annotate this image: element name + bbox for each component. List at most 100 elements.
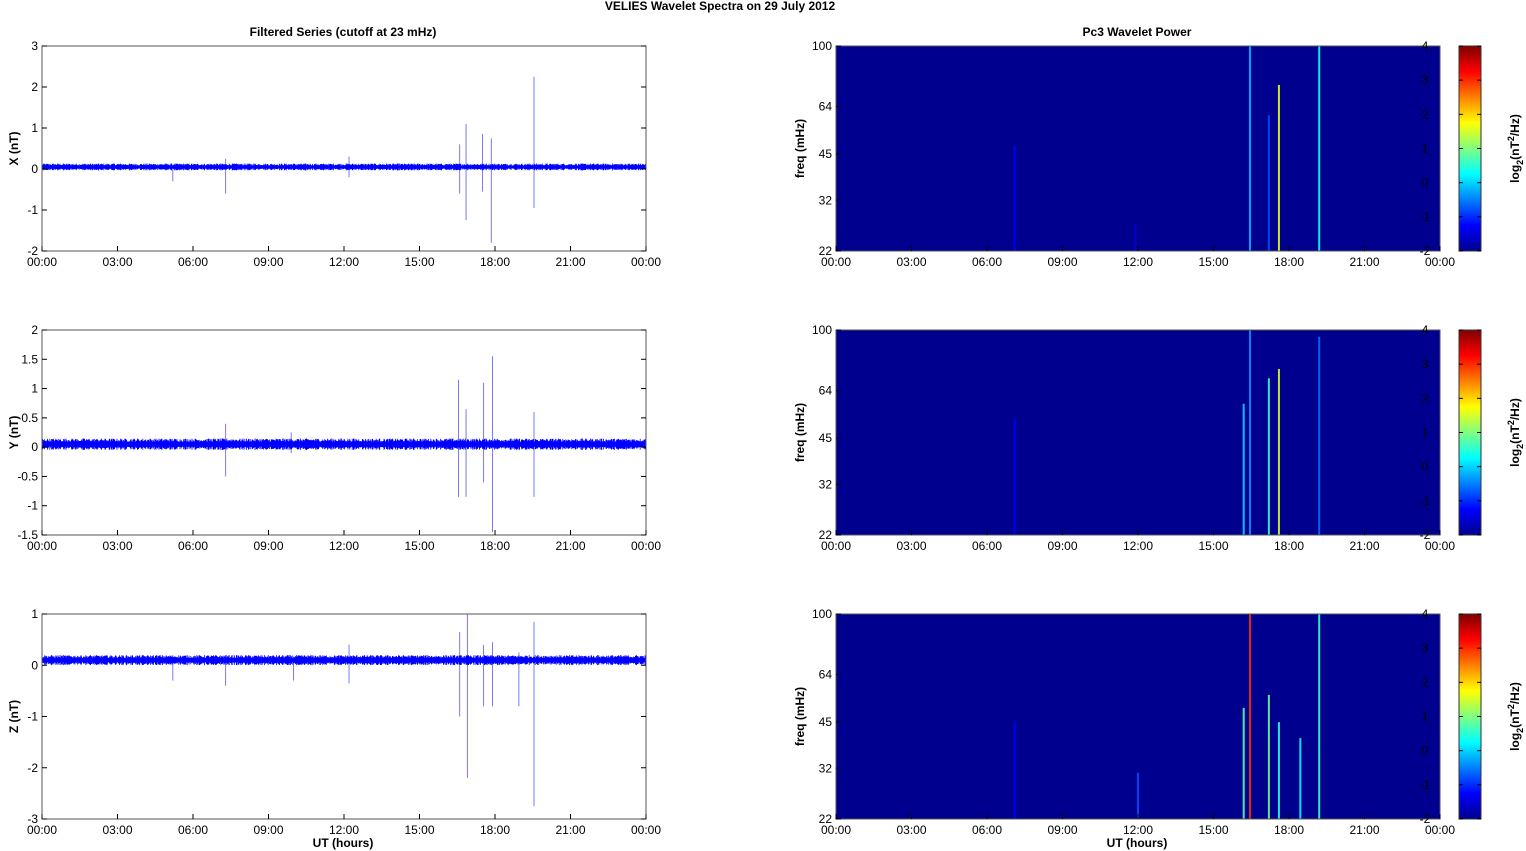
y-tick-label: 45 [819, 715, 833, 729]
y-tick-label: -0.5 [17, 469, 38, 483]
x-tick-label: 00:00 [631, 255, 661, 269]
x-tick-label: 09:00 [1047, 539, 1077, 553]
power-streak [1277, 722, 1280, 819]
colorbar-label-part: 2 [1515, 444, 1525, 449]
power-streak [1299, 738, 1302, 819]
colorbar-tick-label: 0 [1422, 744, 1429, 758]
x-tick-label: 12:00 [329, 255, 359, 269]
y-tick-label: 1 [31, 382, 38, 396]
x-tick-label: 15:00 [404, 823, 434, 837]
x-tick-label: 03:00 [102, 255, 132, 269]
x-tick-label: 09:00 [253, 823, 283, 837]
power-streak [1318, 46, 1321, 251]
y-tick-label: 22 [819, 528, 833, 542]
x-tick-label: 06:00 [178, 823, 208, 837]
power-streak [1318, 614, 1321, 819]
colorbar-tick-label: 3 [1422, 73, 1429, 87]
y-tick-label: 64 [819, 99, 833, 113]
y-tick-label: 0.5 [21, 411, 38, 425]
colorbar-tick-label: -1 [1420, 778, 1431, 792]
colorbar-label-part: (nT [1508, 709, 1522, 728]
series-panel-z: -3 -2 -1 0 1 00:00 03:00 06:00 09:00 12:00 15:00 18… [7, 607, 661, 837]
colorbar-tick-label: 4 [1422, 39, 1429, 53]
x-tick-label: 03:00 [102, 539, 132, 553]
power-streak [1267, 694, 1270, 819]
colorbar-tick-label: 1 [1422, 426, 1429, 440]
y-tick-label: -1.5 [17, 528, 38, 542]
y-tick-label: 32 [819, 193, 833, 207]
x-tick-label: 21:00 [555, 539, 585, 553]
x-axis-label-right: UT (hours) [1107, 836, 1168, 850]
colorbar-tick-label: -2 [1420, 244, 1431, 258]
colorbar-label-part: log [1508, 165, 1522, 183]
x-tick-label: 21:00 [555, 823, 585, 837]
x-tick-label: 12:00 [1123, 539, 1153, 553]
power-streak [1267, 115, 1270, 251]
x-tick-label: 18:00 [1274, 255, 1304, 269]
x-tick-label: 18:00 [1274, 823, 1304, 837]
colorbar-tick-label: 0 [1422, 176, 1429, 190]
x-tick-label: 18:00 [480, 255, 510, 269]
x-tick-label: 00:00 [821, 539, 851, 553]
x-tick-label: 15:00 [1198, 539, 1228, 553]
y-tick-label: -1 [27, 499, 38, 513]
colorbar-tick-label: 2 [1422, 107, 1429, 121]
x-tick-label: 03:00 [102, 823, 132, 837]
x-tick-label: 09:00 [253, 255, 283, 269]
x-tick-label: 18:00 [480, 539, 510, 553]
series-trace [41, 163, 646, 171]
power-streak [1277, 368, 1280, 535]
x-tick-label: 06:00 [972, 823, 1002, 837]
right-column-title: Pc3 Wavelet Power [1083, 25, 1192, 39]
colorbar-label: log2(nT2/Hz) [1506, 114, 1525, 183]
colorbar-label: log2(nT2/Hz) [1506, 398, 1525, 467]
x-axis-label-left: UT (hours) [313, 836, 374, 850]
x-tick-label: 12:00 [329, 823, 359, 837]
colorbar-tick-label: -2 [1420, 528, 1431, 542]
x-tick-label: 00:00 [27, 539, 57, 553]
plot-frame [41, 613, 647, 820]
power-streak [1277, 84, 1280, 251]
y-tick-label: -2 [27, 244, 38, 258]
plot-frame [41, 329, 647, 536]
y-axis-label: Y (nT) [7, 416, 21, 450]
y-tick-label: 1 [31, 607, 38, 621]
x-tick-label: 12:00 [329, 539, 359, 553]
wavelet-background [836, 330, 1440, 535]
freq-axis-label: freq (mHz) [793, 687, 807, 746]
y-tick-label: 3 [31, 39, 38, 53]
y-axis-label: X (nT) [7, 132, 21, 166]
y-axis-label: Z (nT) [7, 700, 21, 733]
freq-axis-label: freq (mHz) [793, 403, 807, 462]
x-tick-label: 00:00 [1425, 539, 1455, 553]
panels: -2 -1 0 1 2 3 00:00 03:00 06:00 09:00 12:00 15:00 18… [7, 39, 1525, 837]
power-streak [1013, 722, 1016, 819]
y-tick-label: 100 [812, 607, 832, 621]
power-streak [1248, 330, 1251, 535]
y-tick-label: 0 [31, 440, 38, 454]
y-tick-label: 2 [31, 80, 38, 94]
x-tick-label: 15:00 [404, 255, 434, 269]
x-tick-label: 12:00 [1123, 823, 1153, 837]
power-streak [1267, 378, 1270, 535]
left-column-title: Filtered Series (cutoff at 23 mHz) [250, 25, 437, 39]
x-tick-label: 00:00 [1425, 255, 1455, 269]
x-tick-label: 03:00 [896, 823, 926, 837]
colorbar-label-part: /Hz) [1508, 114, 1522, 136]
colorbar-label-part: (nT [1508, 425, 1522, 444]
colorbar-tick-label: 1 [1422, 710, 1429, 724]
y-tick-label: 100 [812, 39, 832, 53]
y-tick-label: -1 [27, 203, 38, 217]
colorbar-label-part: log [1508, 449, 1522, 467]
colorbar-tick-label: 4 [1422, 323, 1429, 337]
figure-title: VELIES Wavelet Spectra on 29 July 2012 [605, 0, 836, 13]
x-tick-label: 21:00 [1349, 539, 1379, 553]
power-streak [1248, 46, 1251, 251]
colorbar-label-part: 2 [1506, 420, 1516, 425]
y-tick-label: 1 [31, 121, 38, 135]
y-tick-label: -3 [27, 812, 38, 826]
